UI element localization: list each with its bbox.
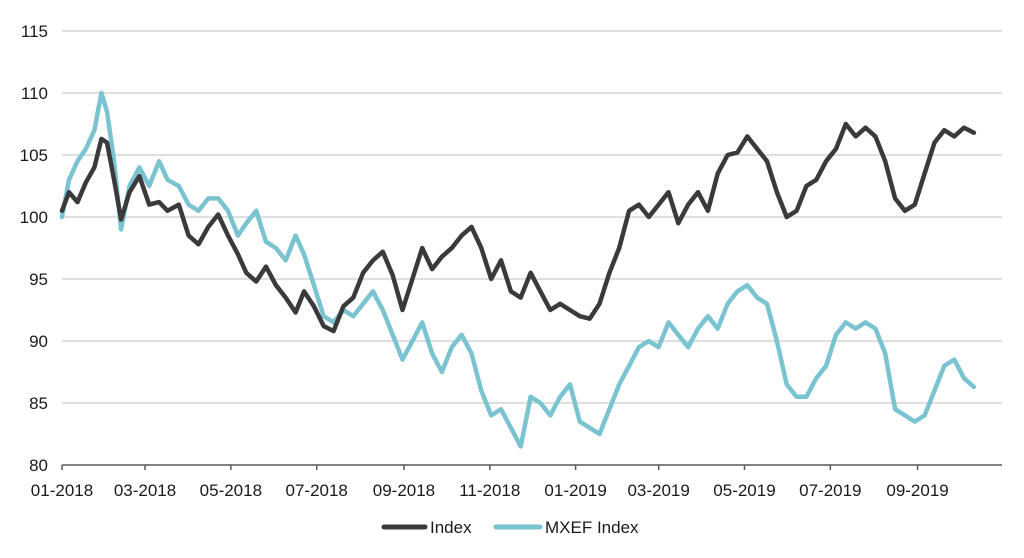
y-tick-label: 80 [29, 456, 48, 475]
x-tick-label: 07-2018 [286, 481, 348, 500]
x-tick-label: 11-2018 [459, 481, 520, 500]
x-tick-label: 05-2018 [200, 481, 262, 500]
legend-label-index: Index [430, 518, 472, 537]
y-tick-label: 90 [29, 332, 48, 351]
series-line-index [59, 121, 977, 334]
x-tick-label: 03-2019 [627, 481, 689, 500]
x-tick-labels: 01-2018 03-2018 05-2018 07-2018 09-2018 11-20… [31, 481, 949, 500]
x-tick-label: 09-2019 [886, 481, 948, 500]
y-tick-label: 115 [21, 22, 48, 41]
x-tick-label: 05-2019 [713, 481, 775, 500]
axes [61, 464, 1002, 470]
series-lines [59, 90, 977, 449]
x-tick-label: 03-2018 [114, 481, 176, 500]
x-tick-label: 01-2018 [31, 481, 93, 500]
y-tick-label: 105 [20, 146, 48, 165]
legend: Index MXEF Index [381, 518, 639, 537]
y-tick-label: 100 [20, 208, 48, 227]
y-tick-label: 85 [29, 394, 48, 413]
x-tick-label: 01-2019 [544, 481, 606, 500]
x-tick-label: 09-2018 [373, 481, 435, 500]
y-tick-label: 95 [29, 270, 48, 289]
gridlines [62, 30, 1002, 404]
x-tick-label: 07-2019 [799, 481, 861, 500]
y-tick-labels: 80 85 90 95 100 105 110 115 [20, 22, 48, 475]
legend-label-mxef-index: MXEF Index [545, 518, 639, 537]
series-line-mxef-index [59, 90, 977, 449]
y-tick-label: 110 [21, 84, 48, 103]
